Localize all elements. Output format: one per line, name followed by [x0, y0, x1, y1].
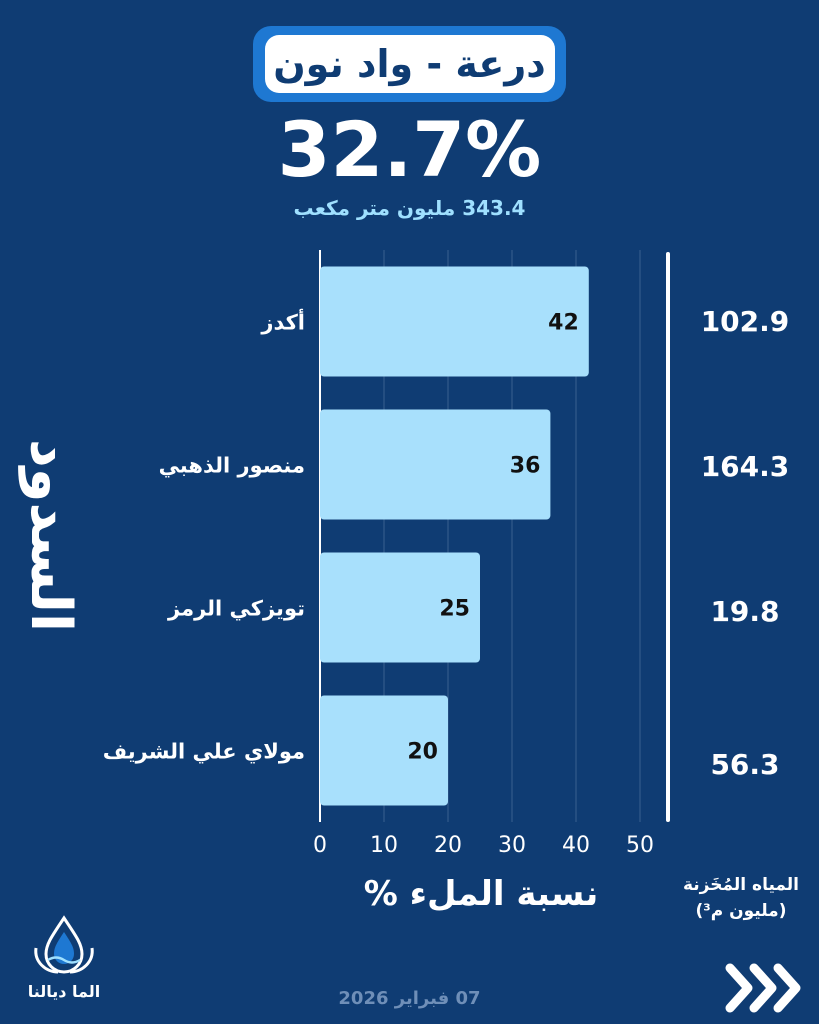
x-tick-label: 10	[370, 833, 398, 858]
x-tick-label: 20	[434, 833, 462, 858]
x-tick-label: 30	[498, 833, 526, 858]
category-label: أكدز	[260, 308, 305, 335]
category-label: تويزكي الرمز	[167, 597, 305, 621]
x-tick-label: 0	[313, 833, 327, 858]
stored-volume: 343.4 مليون متر مكعب	[293, 196, 526, 220]
category-label: مولاي علي الشريف	[103, 740, 305, 765]
stored-value: 19.8	[710, 595, 780, 628]
region-title: درعة - واد نون	[264, 35, 555, 93]
stored-value: 56.3	[710, 748, 780, 781]
brand-logo: الما ديالنا	[24, 912, 104, 1012]
water-drop-icon	[34, 915, 94, 974]
stored-value: 102.9	[700, 305, 790, 338]
bar-value-label: 20	[407, 740, 438, 765]
bar	[320, 409, 551, 520]
x-tick-label: 40	[562, 833, 590, 858]
x-tick-label: 50	[626, 833, 654, 858]
category-label: منصور الذهبي	[159, 454, 305, 478]
chevrons-right-icon[interactable]	[724, 960, 804, 1016]
bar	[320, 552, 480, 663]
stored-water-label: المياه المُخَزنة (مليون م³)	[682, 875, 799, 921]
fill-percentage: 32.7%	[277, 105, 542, 194]
bar	[320, 695, 448, 806]
stored-value: 164.3	[700, 450, 790, 483]
title-pill: درعة - واد نون	[253, 26, 566, 102]
bar	[320, 266, 589, 377]
bar-value-label: 36	[510, 454, 541, 479]
divider	[666, 252, 670, 822]
logo-text: الما ديالنا	[27, 982, 101, 1001]
x-axis-label: نسبة الملء %	[363, 874, 599, 914]
publish-date: 07 فبراير 2026	[338, 988, 481, 1009]
bar-value-label: 42	[548, 311, 579, 336]
bar-value-label: 25	[439, 597, 470, 622]
